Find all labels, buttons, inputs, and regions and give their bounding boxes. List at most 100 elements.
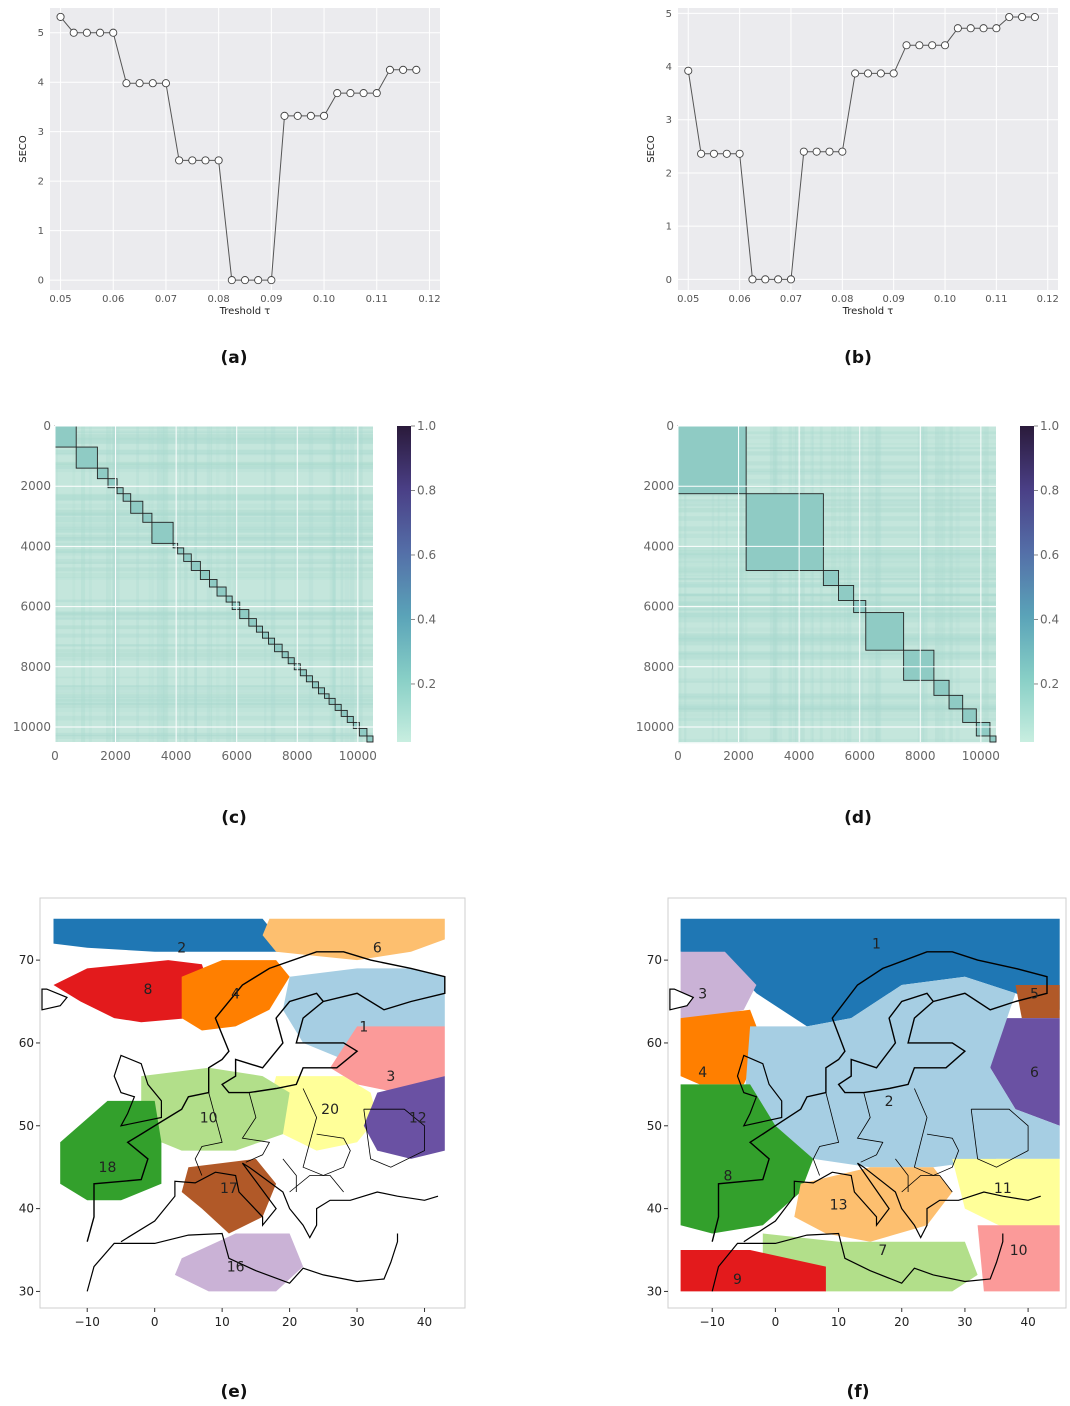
- x-axis-label: Treshold τ: [842, 306, 894, 317]
- y-tick-label: 10000: [636, 720, 674, 734]
- heatmap-band: [678, 706, 996, 710]
- heatmap-band: [112, 426, 116, 742]
- data-point: [774, 275, 783, 284]
- cluster-block: [311, 681, 319, 689]
- y-tick-label: 2000: [20, 479, 51, 493]
- y-tick-label: 10000: [13, 720, 51, 734]
- x-tick-label: 10000: [339, 749, 377, 763]
- colorbar-tick-label: 0.2: [417, 677, 436, 691]
- x-tick-label: 20: [282, 1315, 297, 1329]
- heatmap-band: [678, 499, 996, 503]
- region-label: 9: [733, 1272, 742, 1288]
- cluster-block: [54, 425, 77, 448]
- heatmap-band: [55, 558, 373, 561]
- heatmap-band: [161, 426, 163, 742]
- data-point: [940, 41, 950, 50]
- y-tick-label: 5: [666, 9, 672, 20]
- country-border: [970, 1108, 1029, 1168]
- heatmap-band: [55, 612, 373, 615]
- x-tick-label: −10: [700, 1315, 725, 1329]
- heatmap-band: [678, 553, 996, 557]
- heatmap-band: [678, 442, 996, 445]
- heatmap-band: [55, 599, 373, 603]
- heatmap-band: [678, 552, 996, 559]
- y-tick-label: 30: [19, 1284, 34, 1298]
- cluster-block: [324, 693, 330, 699]
- x-tick-label: 0.09: [260, 294, 282, 305]
- cluster-region-5: [1015, 985, 1060, 1019]
- cluster-region-9: [680, 1250, 826, 1292]
- y-tick-label: 30: [647, 1284, 662, 1298]
- data-point: [786, 275, 796, 284]
- cluster-block: [334, 703, 342, 711]
- cluster-block: [151, 521, 174, 544]
- mediterranean-coast: [120, 1162, 439, 1243]
- cluster-block: [962, 708, 977, 723]
- x-tick-label: 2000: [100, 749, 131, 763]
- x-tick-label: 10000: [962, 749, 1000, 763]
- heatmap-band: [711, 426, 715, 742]
- y-tick-label: 2: [38, 177, 44, 188]
- heatmap-band: [329, 426, 335, 742]
- heatmap-band: [151, 426, 154, 742]
- heatmap-band: [270, 426, 276, 742]
- heatmap-band: [859, 426, 864, 742]
- heatmap-band: [678, 546, 996, 551]
- heatmap-band: [684, 426, 687, 742]
- cluster-block: [190, 560, 201, 571]
- cluster-region-3: [680, 951, 757, 1019]
- cluster-block: [299, 669, 307, 677]
- cluster-block: [96, 467, 109, 480]
- heatmap-band: [773, 426, 777, 742]
- cluster-block: [183, 553, 192, 562]
- seco-chart-a: 0.05 0.06 0.07 0.08 0.09 0.10 0.11 0.12 0 1 2 3 4 5 Tr…: [18, 8, 441, 317]
- x-tick-label: 30: [349, 1315, 364, 1329]
- cluster-block: [903, 649, 935, 681]
- heatmap-band: [678, 708, 996, 711]
- data-point: [812, 147, 821, 156]
- heatmap-band: [55, 612, 373, 616]
- data-point: [399, 65, 408, 74]
- cluster-region-18: [60, 1100, 162, 1201]
- heatmap-band: [678, 593, 996, 597]
- heatmap-band: [55, 526, 373, 530]
- country-border: [895, 1158, 909, 1192]
- region-label: 3: [698, 986, 707, 1002]
- x-tick-label: 0.11: [366, 294, 388, 305]
- heatmap-band: [678, 507, 996, 513]
- heatmap-band: [159, 426, 165, 742]
- x-axis-label: Treshold τ: [219, 306, 271, 317]
- cluster-block: [225, 595, 233, 603]
- heatmap-band: [922, 426, 928, 742]
- x-tick-label: 0.08: [208, 294, 230, 305]
- y-tick-label: 0: [43, 419, 51, 433]
- heatmap-band: [194, 426, 197, 742]
- x-tick-label: 20: [894, 1315, 909, 1329]
- region-label: 5: [1030, 986, 1039, 1002]
- heatmap-band: [106, 426, 108, 742]
- x-tick-label: 30: [957, 1315, 972, 1329]
- cluster-region-8: [53, 960, 209, 1023]
- data-point: [915, 41, 924, 50]
- iceland-coast: [669, 988, 695, 1011]
- x-tick-label: 0.06: [102, 294, 124, 305]
- data-point: [148, 79, 157, 88]
- cluster-block: [122, 493, 132, 502]
- heatmap-band: [678, 612, 996, 618]
- y-axis-label: SECO: [18, 135, 29, 163]
- heatmap-band: [55, 493, 373, 500]
- heatmap-band: [55, 494, 373, 500]
- y-tick-label: 8000: [643, 660, 674, 674]
- heatmap-band: [868, 426, 874, 742]
- data-point: [966, 24, 975, 33]
- y-tick-label: 60: [647, 1036, 662, 1050]
- cluster-block: [177, 547, 185, 555]
- plot-background: [678, 8, 1058, 290]
- heatmap-band: [678, 593, 996, 597]
- heatmap-band: [55, 426, 373, 429]
- heatmap-band: [72, 426, 76, 742]
- heatmap-band: [55, 644, 373, 647]
- heatmap-band: [774, 426, 777, 742]
- heatmap-band: [678, 593, 996, 597]
- data-point: [838, 147, 847, 156]
